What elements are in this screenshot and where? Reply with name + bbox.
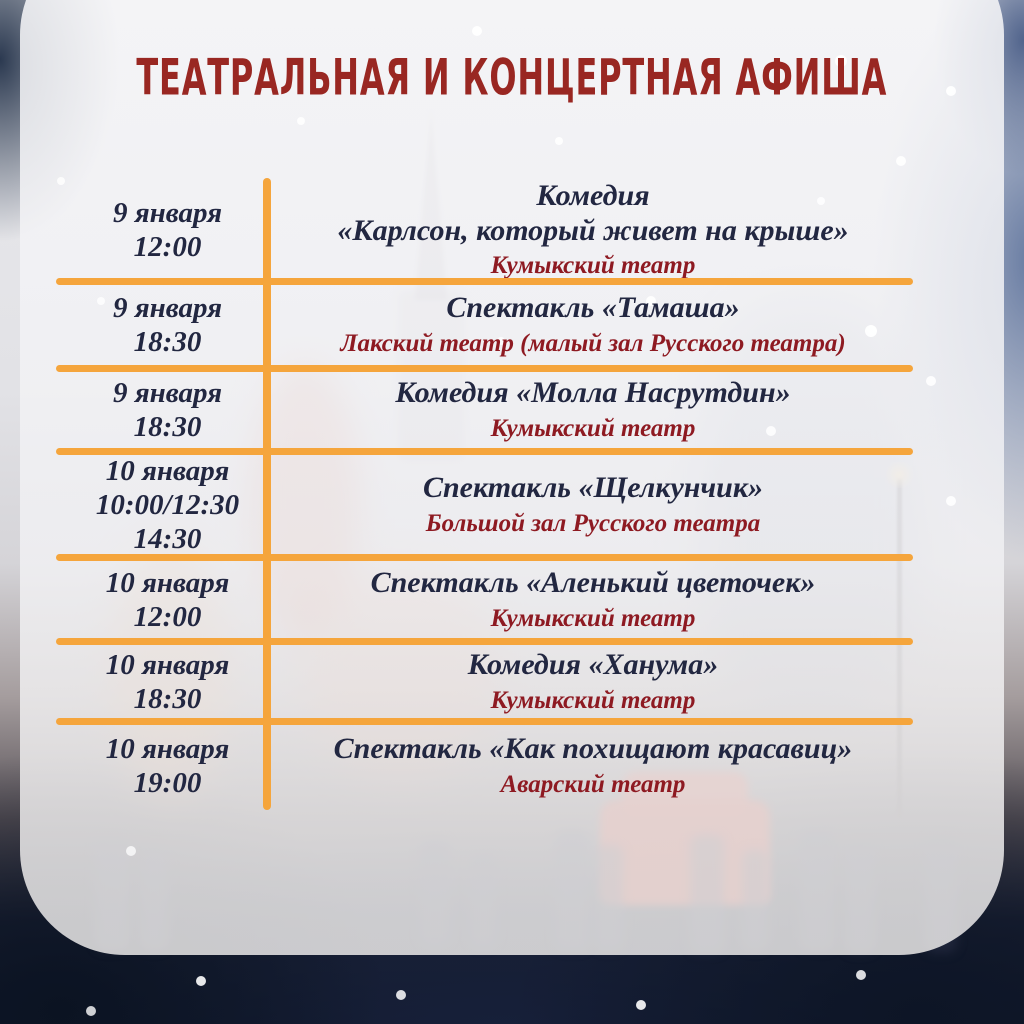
row-divider xyxy=(56,365,913,372)
event-venue: Аварский театр xyxy=(500,770,686,798)
event-date: 10 января 10:00/12:30 14:30 xyxy=(95,454,240,556)
row-divider xyxy=(56,448,913,455)
schedule-row: 10 января 12:00 Спектакль «Аленький цвет… xyxy=(56,558,913,642)
event-info: Спектакль «Как похищают красавиц» Аварск… xyxy=(263,732,913,800)
event-title: Спектакль «Тамаша» xyxy=(446,291,740,325)
poster-title: Театральная и концертная афиша xyxy=(0,50,1024,108)
schedule-row: 10 января 19:00 Спектакль «Как похищают … xyxy=(56,722,913,810)
event-date: 10 января 12:00 xyxy=(105,566,230,633)
row-divider xyxy=(56,278,913,285)
schedule-row: 9 января 12:00 Комедия «Карлсон, который… xyxy=(56,178,913,282)
row-divider xyxy=(56,638,913,645)
event-venue: Лакский театр (малый зал Русского театра… xyxy=(340,329,846,357)
event-date: 9 января 18:30 xyxy=(112,376,223,443)
event-date: 9 января 12:00 xyxy=(112,196,223,263)
event-title: Комедия «Молла Насрутдин» xyxy=(395,376,791,410)
event-venue: Большой зал Русского театра xyxy=(425,509,761,537)
column-divider xyxy=(263,178,271,810)
event-info: Комедия «Карлсон, который живет на крыше… xyxy=(263,179,913,281)
row-divider xyxy=(56,554,913,561)
event-info: Спектакль «Аленький цветочек» Кумыкский … xyxy=(263,566,913,634)
poster-card xyxy=(20,0,1004,955)
event-title: Комедия «Карлсон, который живет на крыше… xyxy=(337,179,849,247)
event-title: Спектакль «Щелкунчик» xyxy=(422,471,764,505)
event-title: Спектакль «Аленький цветочек» xyxy=(370,566,816,600)
event-venue: Кумыкский театр xyxy=(490,604,696,632)
poster-title-text: Театральная и концертная афиша xyxy=(136,49,888,108)
event-date: 10 января 18:30 xyxy=(105,648,230,715)
schedule-row: 10 января 10:00/12:30 14:30 Спектакль «Щ… xyxy=(56,452,913,558)
event-info: Спектакль «Тамаша» Лакский театр (малый … xyxy=(263,291,913,359)
event-date: 10 января 19:00 xyxy=(105,732,230,799)
event-info: Комедия «Ханума» Кумыкский театр xyxy=(263,648,913,716)
event-info: Спектакль «Щелкунчик» Большой зал Русско… xyxy=(263,471,913,539)
schedule-row: 9 января 18:30 Спектакль «Тамаша» Лакски… xyxy=(56,282,913,368)
schedule-row: 9 января 18:30 Комедия «Молла Насрутдин»… xyxy=(56,368,913,452)
event-title: Комедия «Ханума» xyxy=(467,648,719,682)
schedule-table: 9 января 12:00 Комедия «Карлсон, который… xyxy=(56,178,913,810)
event-date: 9 января 18:30 xyxy=(112,291,223,358)
event-title: Спектакль «Как похищают красавиц» xyxy=(333,732,853,766)
event-venue: Кумыкский театр xyxy=(490,252,696,279)
row-divider xyxy=(56,718,913,725)
event-info: Комедия «Молла Насрутдин» Кумыкский теат… xyxy=(263,376,913,444)
schedule-row: 10 января 18:30 Комедия «Ханума» Кумыкск… xyxy=(56,642,913,722)
event-venue: Кумыкский театр xyxy=(490,414,696,442)
event-venue: Кумыкский театр xyxy=(490,686,696,714)
